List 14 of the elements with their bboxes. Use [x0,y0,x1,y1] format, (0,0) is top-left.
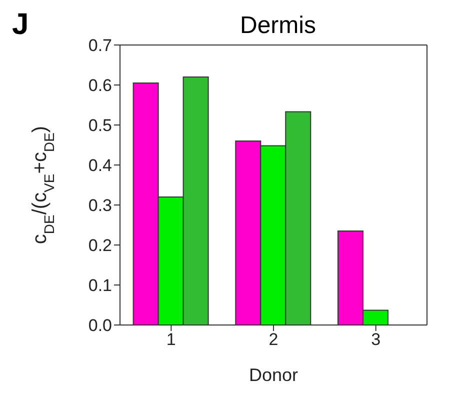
y-tick-label: 0.4 [88,156,112,176]
x-tick-label: 3 [371,330,381,350]
text: J [12,8,29,42]
y-tick-label: 0.2 [88,236,112,256]
y-tick-label: 0.0 [88,316,112,336]
y-tick-label: 0.5 [88,116,112,136]
x-axis-title: Donor [248,365,298,385]
y-tick-label: 0.3 [88,196,112,216]
chart-title: Dermis [239,12,317,40]
x-tick-label: 2 [268,330,278,350]
y-tick-label: 0.1 [88,276,112,296]
y-tick-label: 0.7 [88,36,112,56]
y-tick-label: 0.6 [88,76,112,96]
x-tick-label: 1 [166,330,176,350]
